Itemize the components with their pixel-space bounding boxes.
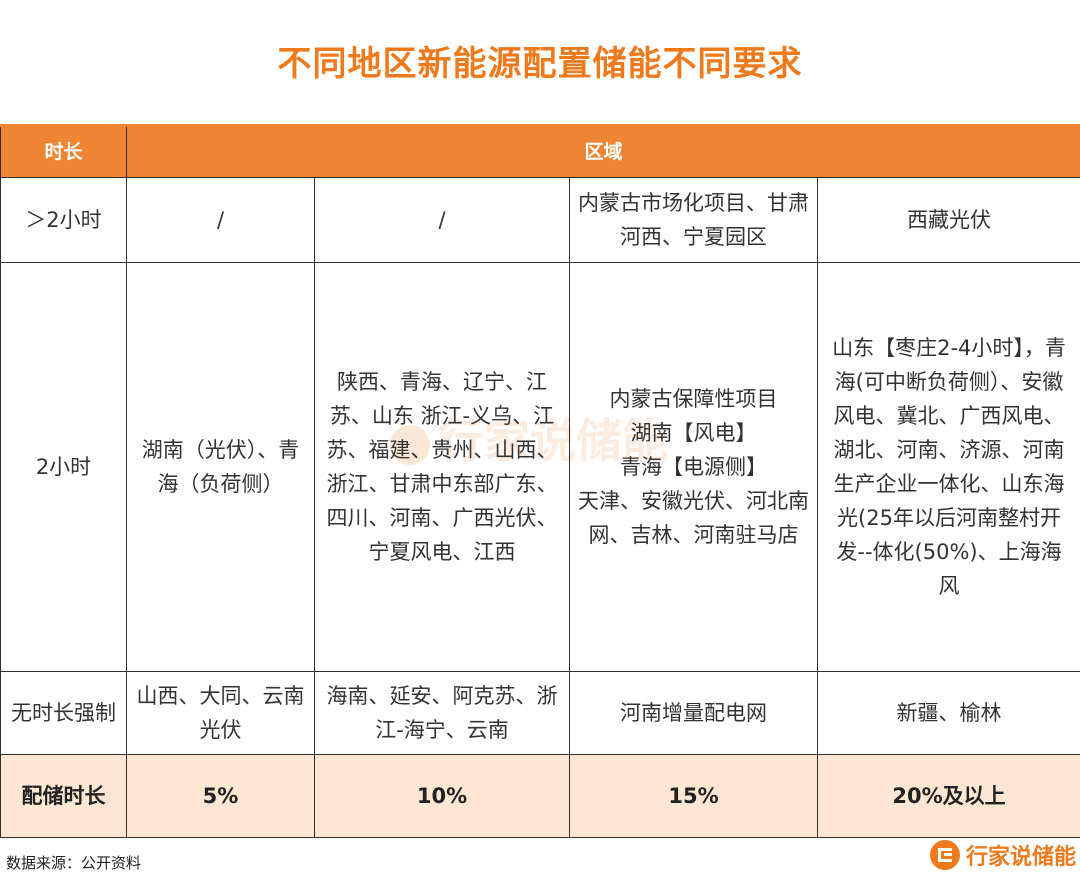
ratio-cell: 10% bbox=[314, 754, 570, 838]
table-cell: 陕西、青海、辽宁、江苏、山东 浙江-义乌、江苏、福建、贵州、山西、浙江、甘肃中东… bbox=[314, 262, 570, 672]
table-row: ＞2小时 / / 内蒙古市场化项目、甘肃河西、宁夏园区 西藏光伏 bbox=[0, 177, 1080, 263]
header-region: 区域 bbox=[125, 124, 1080, 178]
table-cell: 河南增量配电网 bbox=[569, 671, 818, 755]
table-cell: 新疆、榆林 bbox=[816, 671, 1080, 755]
table-cell: 海南、延安、阿克苏、浙江-海宁、云南 bbox=[314, 671, 570, 755]
row-label: ＞2小时 bbox=[0, 177, 127, 263]
brand-icon bbox=[929, 840, 960, 870]
table-cell: 山西、大同、云南光伏 bbox=[126, 671, 315, 755]
ratio-cell: 20%及以上 bbox=[816, 754, 1080, 838]
ratio-cell: 5% bbox=[126, 754, 315, 838]
data-source-note: 数据来源：公开资料 bbox=[6, 854, 142, 872]
ratio-cell: 15% bbox=[569, 754, 818, 838]
table-cell: 内蒙古保障性项目 湖南【风电】 青海【电源侧】 天津、安徽光伏、河北南网、吉林、… bbox=[569, 262, 818, 672]
row-label: 配储时长 bbox=[0, 754, 127, 838]
brand-name: 行家说储能 bbox=[965, 845, 1076, 870]
table-cell: 山东【枣庄2-4小时】，青海(可中断负荷侧）、安徽风电、冀北、广西风电、湖北、河… bbox=[816, 262, 1080, 672]
table-row: 无时长强制 山西、大同、云南光伏 海南、延安、阿克苏、浙江-海宁、云南 河南增量… bbox=[0, 671, 1080, 755]
storage-ratio-row: 配储时长 5% 10% 15% 20%及以上 bbox=[0, 754, 1080, 838]
page-title: 不同地区新能源配置储能不同要求 bbox=[277, 44, 803, 84]
table-cell: / bbox=[126, 177, 315, 263]
table-cell: 湖南（光伏）、青海（负荷侧） bbox=[126, 262, 315, 672]
table-row: 2小时 湖南（光伏）、青海（负荷侧） 陕西、青海、辽宁、江苏、山东 浙江-义乌、… bbox=[0, 262, 1080, 672]
brand-logo: 行家说储能 bbox=[929, 838, 1076, 872]
row-label: 2小时 bbox=[0, 262, 127, 672]
header-duration: 时长 bbox=[0, 124, 127, 178]
table-cell: 西藏光伏 bbox=[816, 177, 1080, 263]
row-label: 无时长强制 bbox=[0, 671, 127, 755]
storage-requirements-table: 时长 区域 ＞2小时 / / 内蒙古市场化项目、甘肃河西、宁夏园区 西藏光伏 2… bbox=[0, 124, 1080, 838]
table-cell: / bbox=[314, 177, 570, 263]
table-cell: 内蒙古市场化项目、甘肃河西、宁夏园区 bbox=[569, 177, 818, 263]
table-header-row: 时长 区域 bbox=[0, 124, 1080, 178]
